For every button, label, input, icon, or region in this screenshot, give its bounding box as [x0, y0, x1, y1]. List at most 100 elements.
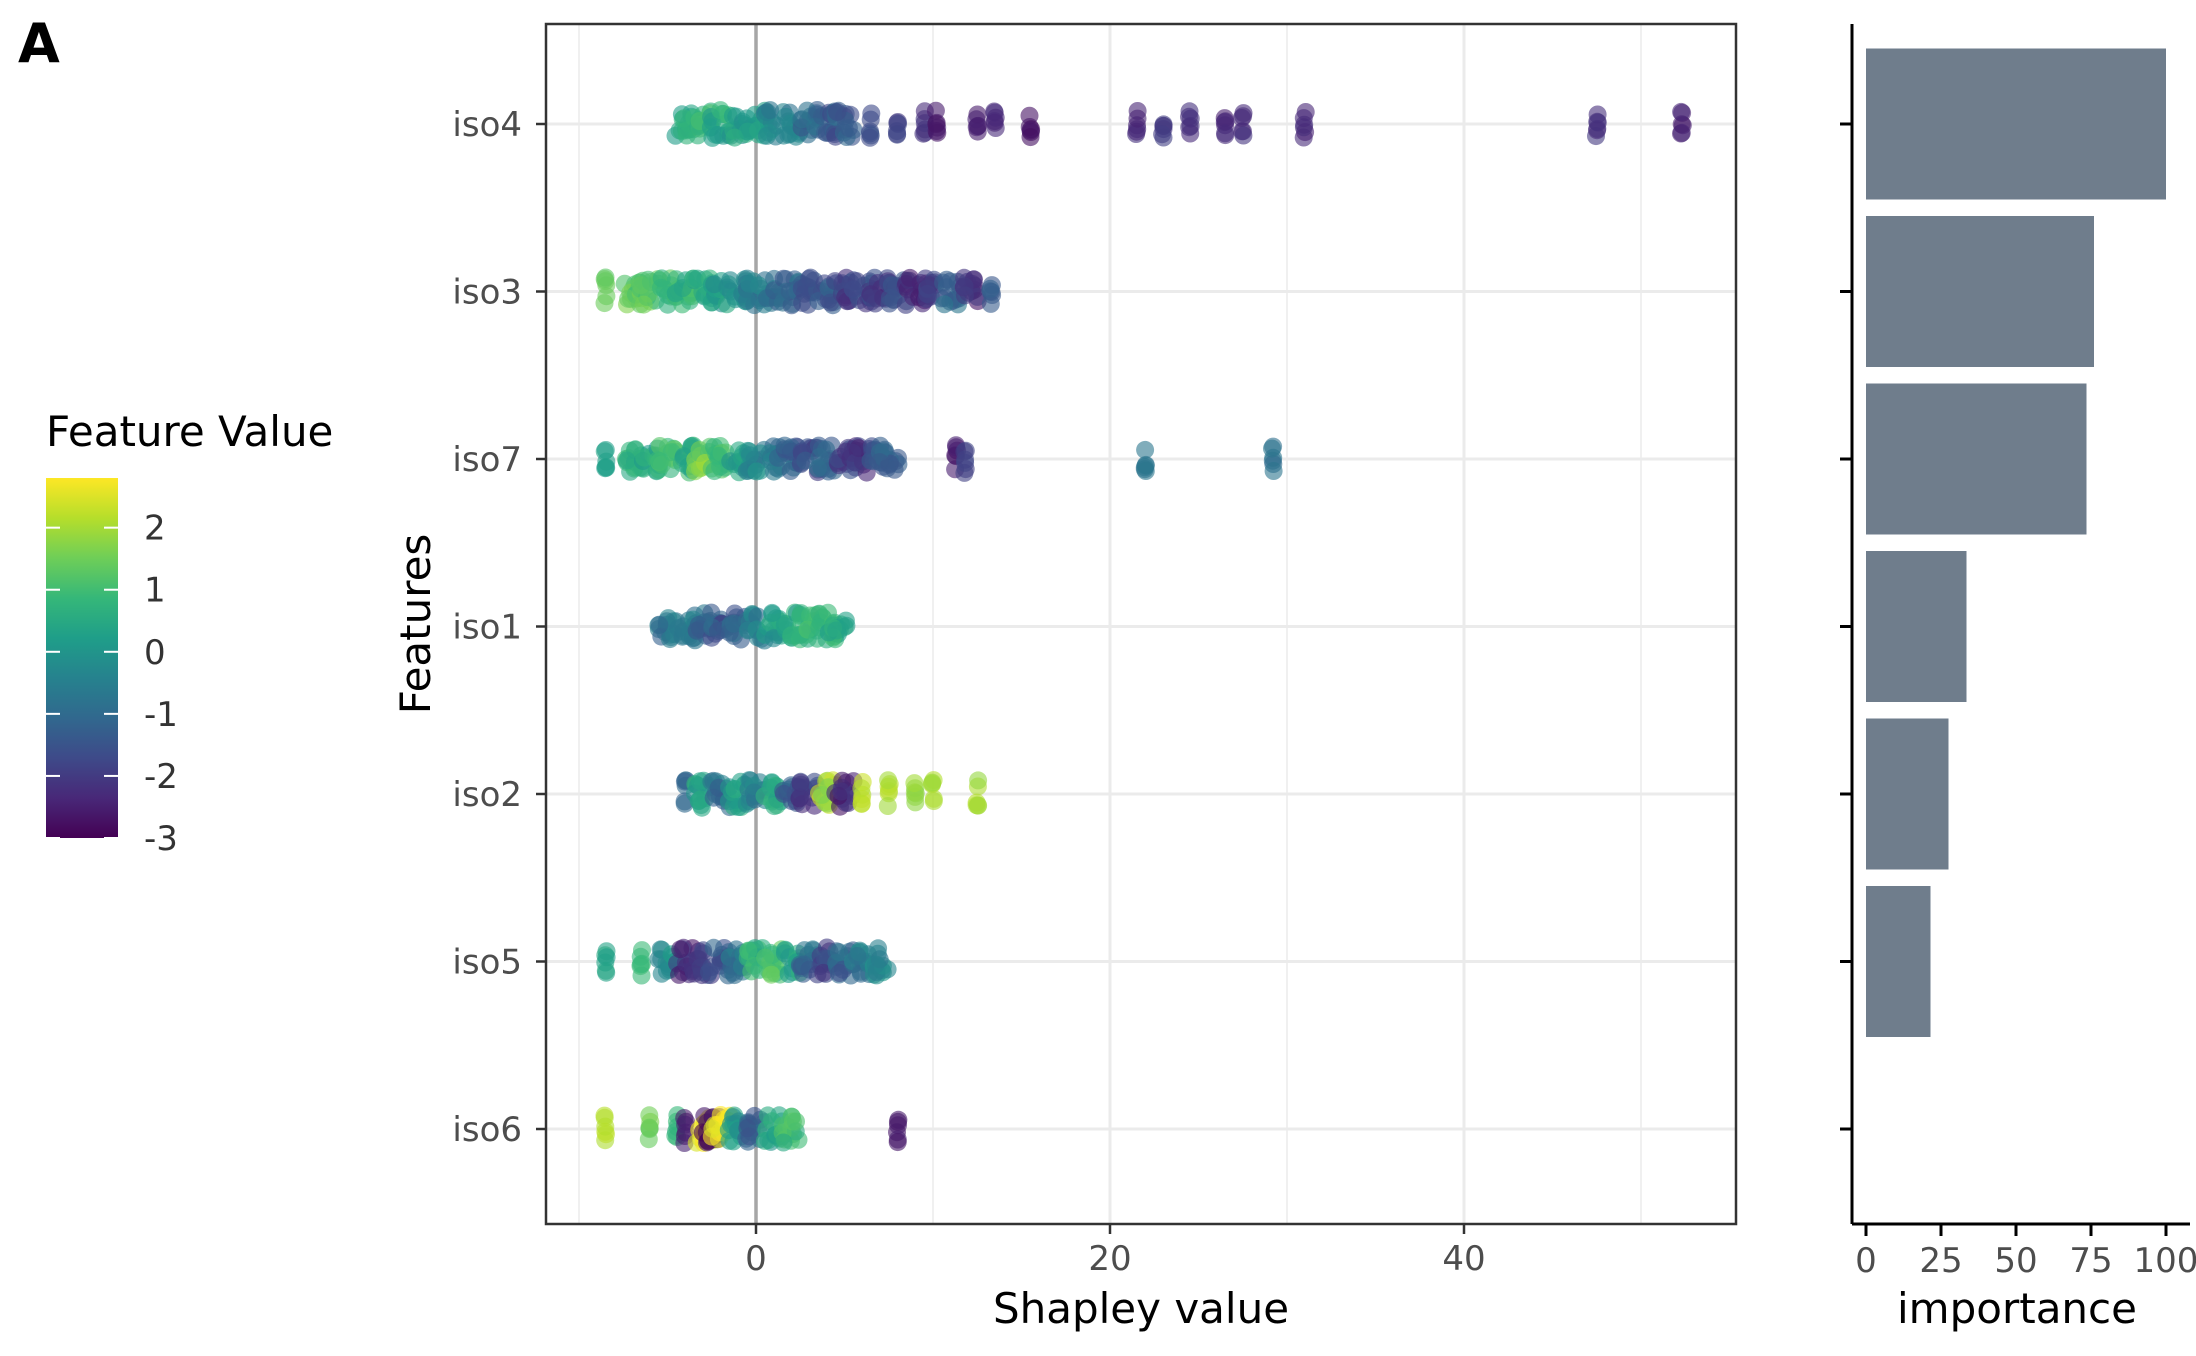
legend-colorbar — [46, 478, 118, 838]
shap-point — [1136, 440, 1155, 459]
shap-point — [830, 943, 848, 962]
feature-tick-labels: iso4 iso3 iso7 iso1 iso2 iso5 iso6 — [452, 105, 546, 1150]
shap-point — [685, 964, 704, 983]
shap-point — [832, 782, 851, 801]
feature-points-iso4 — [666, 101, 1692, 147]
shap-point — [1672, 102, 1691, 121]
shap-point — [830, 964, 849, 982]
y-axis-title: Features — [391, 534, 440, 715]
shap-point — [633, 941, 651, 960]
legend-tick-label: 2 — [144, 509, 166, 549]
importance-bar-iso1 — [1866, 551, 1967, 702]
shap-point — [774, 784, 793, 803]
shap-point — [935, 295, 954, 314]
shap-point — [1294, 109, 1313, 128]
shap-point — [617, 451, 636, 470]
shap-point — [1128, 109, 1147, 128]
shap-point — [738, 1119, 757, 1138]
legend-tick-label: -1 — [144, 695, 178, 735]
shap-point — [897, 275, 916, 294]
shap-point — [688, 950, 707, 968]
shap-point — [924, 789, 943, 808]
feature-label: iso2 — [452, 775, 522, 815]
shap-point — [866, 955, 885, 974]
shap-point — [738, 291, 757, 310]
shap-point — [1588, 113, 1607, 132]
importance-x-tick-label: 75 — [2069, 1241, 2112, 1281]
shap-point — [827, 621, 846, 640]
shap-point — [740, 275, 759, 293]
feature-label: iso7 — [452, 440, 522, 480]
importance-panel: 0 25 50 75 100 importance — [1840, 24, 2196, 1333]
shap-point — [878, 797, 897, 815]
feature-points-iso6 — [595, 1106, 908, 1152]
shap-points — [595, 101, 1692, 1152]
shap-point — [955, 286, 974, 305]
shap-point — [791, 773, 810, 792]
feature-label: iso1 — [452, 608, 522, 648]
shap-point — [1180, 118, 1199, 137]
shap-point — [848, 947, 867, 965]
shap-point — [923, 773, 942, 792]
shap-point — [761, 101, 780, 120]
shap-point — [596, 1117, 615, 1136]
feature-label: iso4 — [452, 105, 522, 145]
x-tick-label: 40 — [1442, 1239, 1485, 1279]
importance-bars — [1866, 48, 2166, 1037]
importance-bar-iso2 — [1866, 718, 1949, 870]
legend-tick-label: 1 — [144, 571, 166, 611]
shap-point — [1672, 123, 1691, 142]
shap-point — [762, 965, 781, 984]
shap-point — [1021, 128, 1040, 147]
shap-point — [763, 603, 782, 622]
shap-point — [669, 619, 688, 638]
shap-point — [597, 963, 616, 982]
shap-point — [889, 115, 907, 133]
importance-bar-iso7 — [1866, 383, 2087, 535]
legend-tick-label: 0 — [144, 633, 166, 673]
x-axis-title: Shapley value — [993, 1284, 1289, 1333]
shap-point — [918, 285, 937, 303]
shap-point — [956, 460, 975, 479]
shap-point — [739, 941, 758, 960]
shap-point — [774, 1133, 793, 1152]
shap-point — [861, 128, 879, 147]
feature-points-iso5 — [596, 938, 897, 985]
importance-axis-title: importance — [1897, 1284, 2137, 1333]
feature-label: iso3 — [452, 273, 522, 313]
shap-point — [721, 271, 740, 290]
shap-point — [969, 771, 988, 790]
panel-label: A — [18, 12, 60, 75]
feature-points-iso1 — [649, 603, 856, 650]
feature-label: iso6 — [452, 1110, 522, 1150]
shap-point — [765, 797, 784, 816]
shap-point — [843, 443, 862, 462]
shap-point — [852, 794, 871, 813]
importance-bar-iso3 — [1866, 216, 2094, 367]
shap-point — [981, 279, 1000, 298]
shap-panel: iso4 iso3 iso7 iso1 iso2 iso5 iso6 0 20 40 Shapl… — [391, 22, 1738, 1333]
shap-point — [1153, 125, 1172, 144]
importance-x-tick-label: 50 — [1994, 1241, 2037, 1281]
feature-label: iso5 — [452, 943, 522, 983]
shap-point — [809, 459, 827, 478]
shap-point — [1234, 107, 1253, 126]
shap-point — [1180, 102, 1199, 121]
shap-point — [774, 126, 793, 145]
x-tick-labels: 0 20 40 — [745, 1224, 1486, 1279]
shap-point — [705, 275, 724, 294]
feature-points-iso3 — [595, 268, 1002, 315]
shap-point — [787, 1112, 805, 1131]
shap-point — [941, 272, 960, 291]
shap-point — [676, 1115, 695, 1134]
shap-point — [747, 462, 766, 481]
shap-point — [986, 108, 1005, 127]
shap-point — [597, 452, 616, 471]
shap-point — [756, 948, 775, 967]
legend-tick-label: -3 — [144, 819, 178, 859]
shap-point — [792, 110, 811, 129]
shap-point — [800, 269, 819, 288]
shap-point — [955, 442, 974, 461]
feature-points-iso7 — [595, 436, 1283, 482]
